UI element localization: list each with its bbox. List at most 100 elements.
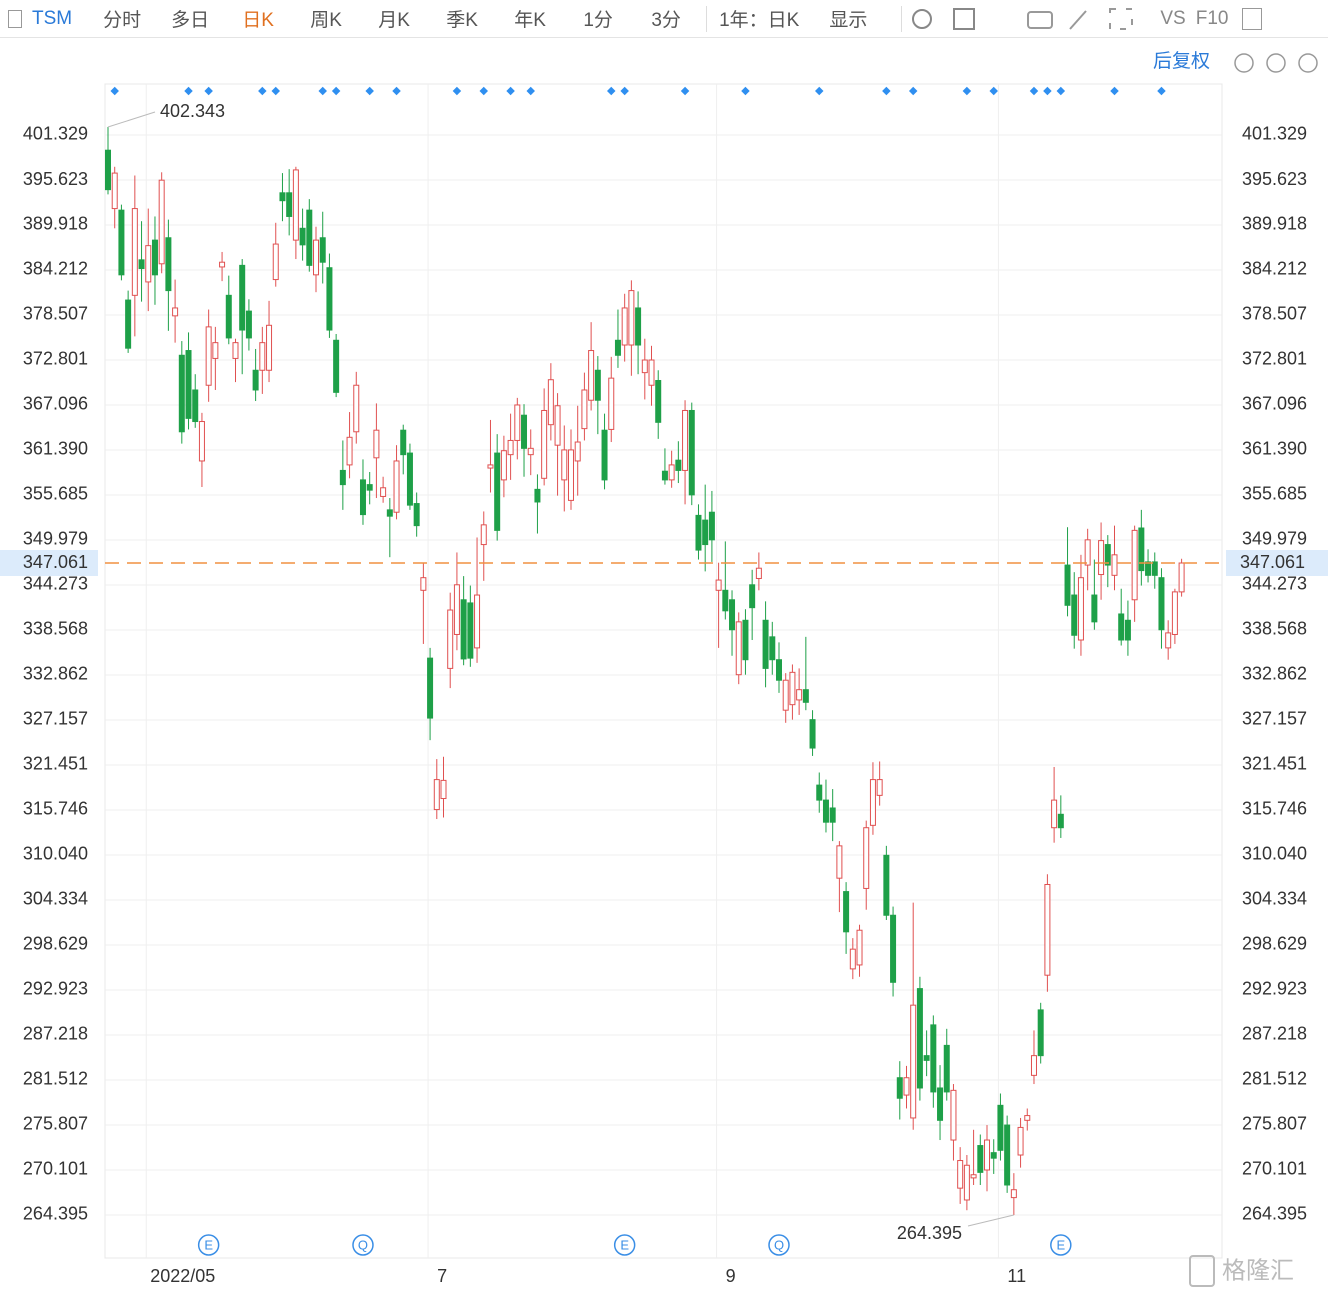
- y-tick-label-right: 321.451: [1242, 754, 1307, 774]
- y-tick-label: 395.623: [23, 169, 88, 189]
- period-select[interactable]: 1年：日K: [719, 10, 800, 31]
- top-marker: [962, 86, 972, 96]
- top-marker: [1029, 86, 1039, 96]
- y-tick-label-right: 349.979: [1242, 529, 1307, 549]
- candle-body: [688, 409, 695, 496]
- undo-icon[interactable]: [1234, 53, 1254, 73]
- candle-body: [675, 459, 682, 471]
- event-label: E: [1056, 1237, 1065, 1252]
- period-tab[interactable]: 季K: [446, 10, 478, 31]
- separator: [706, 5, 708, 32]
- candle-body: [816, 784, 823, 801]
- candle-body: [715, 579, 722, 591]
- candle-body: [661, 470, 668, 481]
- period-tab[interactable]: 多日: [171, 10, 210, 31]
- camera-icon[interactable]: [1027, 10, 1054, 29]
- y-tick-label: 275.807: [23, 1114, 88, 1134]
- x-tick-label: 9: [726, 1266, 736, 1286]
- y-tick-label: 372.801: [23, 349, 88, 369]
- candle-body: [198, 421, 205, 462]
- y-tick-label-right: 310.040: [1242, 844, 1307, 864]
- candle-body: [977, 1145, 984, 1173]
- candle-body: [1051, 799, 1058, 829]
- event-marker[interactable]: [1050, 1234, 1072, 1256]
- period-tab[interactable]: 分时: [103, 10, 142, 31]
- candle-body: [1178, 562, 1185, 593]
- candle-body: [943, 1044, 950, 1093]
- candle-body: [266, 324, 273, 371]
- top-marker: [479, 86, 489, 96]
- candle-body: [185, 350, 192, 419]
- candle-body: [856, 929, 863, 966]
- event-marker[interactable]: [352, 1234, 374, 1256]
- pen-icon[interactable]: [1069, 9, 1088, 30]
- candle-body: [789, 671, 796, 706]
- period-tab[interactable]: 日K: [242, 10, 274, 31]
- y-tick-label-right: 264.395: [1242, 1204, 1307, 1224]
- watermark-logo: [1189, 1255, 1215, 1287]
- candle-body: [1124, 619, 1131, 641]
- top-marker: [882, 86, 891, 96]
- candle-body: [500, 450, 507, 481]
- y-tick-label: 292.923: [23, 979, 88, 999]
- candle-body: [641, 359, 648, 374]
- candle-body: [514, 404, 521, 441]
- period-tab[interactable]: 月K: [378, 10, 410, 31]
- symbol[interactable]: TSM: [32, 7, 73, 29]
- candle-body: [105, 149, 111, 191]
- y-tick-label-right: 287.218: [1242, 1024, 1307, 1044]
- zoom-out-icon[interactable]: [1266, 53, 1286, 73]
- candle-body: [292, 169, 299, 241]
- y-tick-label: 327.157: [23, 709, 88, 729]
- candle-body: [796, 689, 803, 701]
- adjust-label[interactable]: 后复权: [1153, 50, 1210, 72]
- fullscreen-icon[interactable]: [1109, 7, 1134, 30]
- candle-body: [319, 237, 326, 263]
- y-tick-label-right: 315.746: [1242, 799, 1307, 819]
- display-select[interactable]: 显示: [829, 10, 868, 31]
- y-tick-label: 270.101: [23, 1159, 88, 1179]
- candle-body: [118, 209, 125, 276]
- separator: [901, 5, 903, 32]
- candle-body: [682, 409, 689, 471]
- panel-icon[interactable]: [1242, 7, 1263, 30]
- top-marker: [1043, 86, 1052, 96]
- y-tick-label-right: 304.334: [1242, 889, 1307, 909]
- candle-body: [1171, 591, 1178, 635]
- sidebar-toggle[interactable]: [8, 9, 22, 28]
- candle-body: [494, 452, 501, 531]
- candle-body: [111, 172, 118, 210]
- event-marker[interactable]: [768, 1234, 790, 1256]
- settings-icon[interactable]: [912, 8, 933, 29]
- y-tick-label: 367.096: [23, 394, 88, 414]
- candle-body: [413, 503, 420, 527]
- candle-body: [876, 779, 883, 796]
- period-tab[interactable]: 年K: [514, 10, 546, 31]
- y-tick-label-right: 281.512: [1242, 1069, 1307, 1089]
- candle-body: [930, 1024, 937, 1093]
- y-tick-label-right: 355.685: [1242, 484, 1307, 504]
- f10-button[interactable]: F10: [1195, 7, 1229, 29]
- candle-body: [829, 807, 836, 823]
- candle-body: [219, 261, 226, 268]
- top-marker: [258, 86, 267, 96]
- period-tab[interactable]: 1分: [583, 10, 613, 31]
- candle-body: [487, 464, 494, 469]
- candle-body: [735, 621, 742, 676]
- top-marker: [318, 86, 327, 96]
- candle-body: [1044, 883, 1051, 976]
- box-icon[interactable]: [953, 7, 976, 30]
- period-tab[interactable]: 3分: [651, 10, 681, 31]
- y-tick-label: 287.218: [23, 1024, 88, 1044]
- last-price-badge: [1226, 550, 1328, 577]
- event-marker[interactable]: [613, 1234, 636, 1256]
- vs-button[interactable]: VS: [1160, 7, 1186, 29]
- y-tick-label-right: 378.507: [1242, 304, 1307, 324]
- event-marker[interactable]: [197, 1234, 220, 1256]
- candle-body: [695, 514, 702, 551]
- candle-body: [984, 1139, 991, 1171]
- candle-body: [527, 447, 534, 456]
- period-tab[interactable]: 周K: [310, 10, 342, 31]
- y-tick-label-right: 298.629: [1242, 934, 1307, 954]
- zoom-in-icon[interactable]: [1298, 53, 1318, 73]
